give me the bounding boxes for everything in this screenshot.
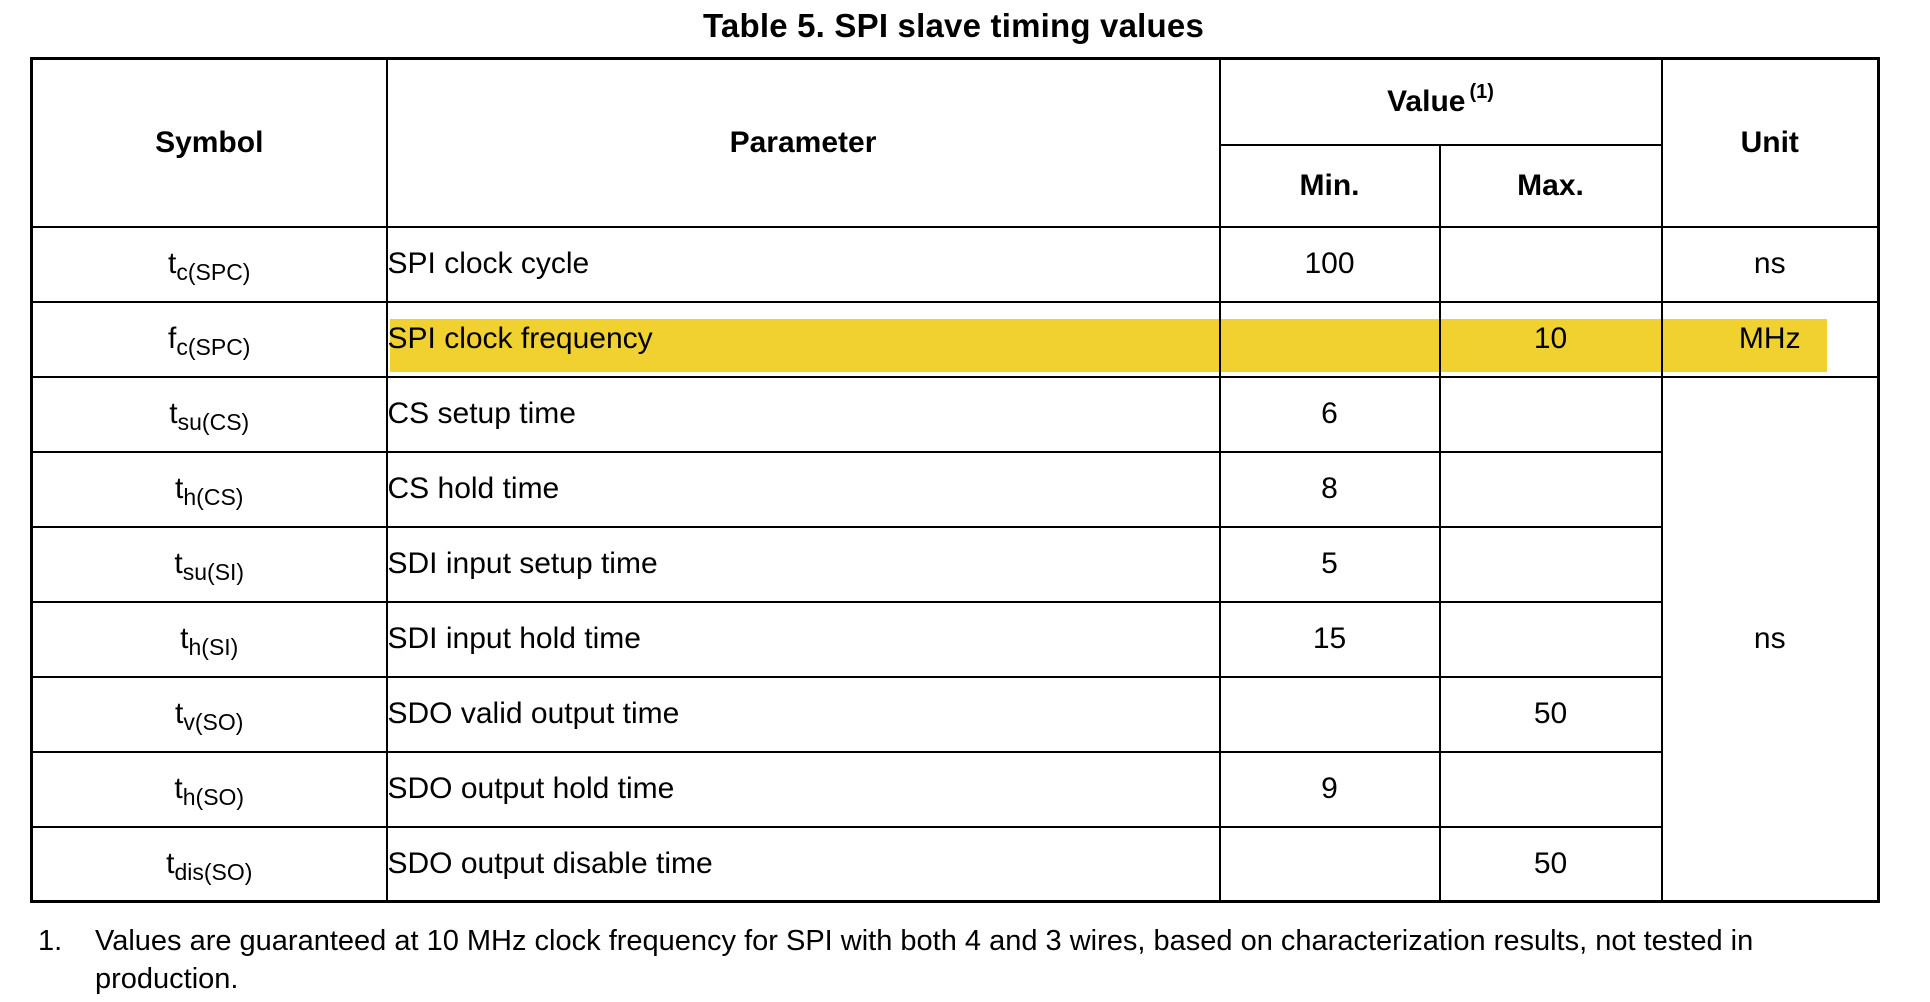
symbol-cell: tdis(SO): [30, 825, 388, 903]
col-header-symbol: Symbol: [30, 57, 388, 228]
max-cell: [1438, 450, 1663, 528]
symbol-base: t: [175, 697, 184, 730]
symbol-subscript: su(CS): [177, 409, 250, 435]
parameter-cell: SDO output hold time: [385, 750, 1221, 828]
symbol-cell: tsu(SI): [30, 525, 388, 603]
max-cell: [1438, 600, 1663, 678]
symbol-subscript: c(SPC): [176, 259, 251, 285]
parameter-cell: SDI input setup time: [385, 525, 1221, 603]
table-row: th(CS) CS hold time 8: [30, 450, 1879, 528]
table-row: th(SO) SDO output hold time 9: [30, 750, 1879, 828]
parameter-cell: CS setup time: [385, 375, 1221, 453]
col-header-max: Max.: [1438, 143, 1663, 228]
min-cell: [1218, 675, 1441, 753]
header-row-1: Symbol Parameter Value (1) Unit: [30, 57, 1880, 228]
symbol-base: t: [180, 622, 189, 655]
table-row: tsu(SI) SDI input setup time 5: [30, 525, 1879, 603]
merged-unit-cell: ns: [1660, 375, 1880, 903]
symbol-cell: th(SO): [30, 750, 388, 828]
min-cell: 8: [1218, 450, 1441, 528]
min-cell: 9: [1218, 750, 1441, 828]
header-row-2: Min. Max.: [32, 143, 1879, 228]
symbol-subscript: v(SO): [183, 709, 244, 735]
table-row: th(SI) SDI input hold time 15: [30, 600, 1879, 678]
symbol-cell: th(CS): [30, 450, 388, 528]
min-cell: [1218, 825, 1441, 903]
footnote-ref-marker: (1): [1469, 80, 1494, 103]
min-cell: 100: [1218, 225, 1441, 303]
table-title: Table 5. SPI slave timing values: [703, 7, 1204, 44]
parameter-cell: SDO output disable time: [385, 825, 1221, 903]
timing-table-container: Symbol Parameter Value (1) Unit Min. Max.…: [30, 57, 1880, 903]
max-cell: [1438, 525, 1663, 603]
min-cell: 5: [1218, 525, 1441, 603]
max-cell: [1438, 750, 1663, 828]
symbol-cell: th(SI): [30, 600, 388, 678]
max-cell: 50: [1438, 675, 1663, 753]
parameter-cell: CS hold time: [385, 450, 1221, 528]
col-header-parameter: Parameter: [385, 57, 1221, 228]
max-cell: [1438, 225, 1663, 303]
max-cell: [1438, 375, 1663, 453]
col-header-min: Min.: [1218, 143, 1441, 228]
spi-slave-timing-table: Symbol Parameter Value (1) Unit Min. Max.…: [30, 57, 1880, 903]
symbol-cell: tc(SPC): [30, 225, 388, 303]
footnote: 1. Values are guaranteed at 10 MHz clock…: [38, 922, 1807, 998]
parameter-cell: SDO valid output time: [385, 675, 1221, 753]
symbol-base: t: [169, 397, 178, 430]
symbol-subscript: h(SO): [182, 784, 245, 810]
symbol-base: f: [168, 322, 177, 355]
symbol-subscript: su(SI): [182, 559, 245, 585]
col-header-value: Value (1): [1218, 57, 1663, 146]
footnote-text: Values are guaranteed at 10 MHz clock fr…: [95, 925, 1754, 995]
table-row: tc(SPC) SPI clock cycle 100 ns: [30, 225, 1880, 303]
symbol-cell: tsu(CS): [30, 375, 388, 453]
max-cell: 10: [1438, 300, 1663, 378]
value-header-label: Value: [1387, 84, 1466, 118]
min-cell: 6: [1218, 375, 1441, 453]
symbol-base: t: [168, 247, 177, 280]
symbol-subscript: h(CS): [183, 484, 244, 510]
parameter-cell: SDI input hold time: [385, 600, 1221, 678]
symbol-base: t: [174, 547, 183, 580]
symbol-base: t: [166, 846, 175, 880]
col-header-unit: Unit: [1660, 57, 1880, 228]
unit-cell: MHz: [1660, 300, 1880, 378]
parameter-cell: SPI clock frequency: [385, 300, 1221, 378]
table-row-highlighted: fc(SPC) SPI clock frequency 10 MHz: [30, 300, 1880, 378]
table-row: tsu(CS) CS setup time 6 ns: [30, 375, 1880, 903]
parameter-cell: SPI clock cycle: [385, 225, 1221, 303]
unit-cell: ns: [1660, 225, 1880, 303]
table-row: tdis(SO) SDO output disable time 50: [30, 825, 1879, 903]
symbol-cell: tv(SO): [30, 675, 388, 753]
min-cell: 15: [1218, 600, 1441, 678]
min-cell: [1218, 300, 1441, 378]
symbol-subscript: h(SI): [188, 634, 239, 660]
symbol-subscript: dis(SO): [174, 858, 253, 885]
symbol-base: t: [175, 472, 184, 505]
table-row: tv(SO) SDO valid output time 50: [30, 675, 1879, 753]
symbol-base: t: [174, 772, 183, 805]
symbol-cell: fc(SPC): [30, 300, 388, 378]
symbol-subscript: c(SPC): [176, 334, 251, 360]
footnote-number: 1.: [38, 925, 63, 957]
max-cell: 50: [1438, 825, 1663, 903]
